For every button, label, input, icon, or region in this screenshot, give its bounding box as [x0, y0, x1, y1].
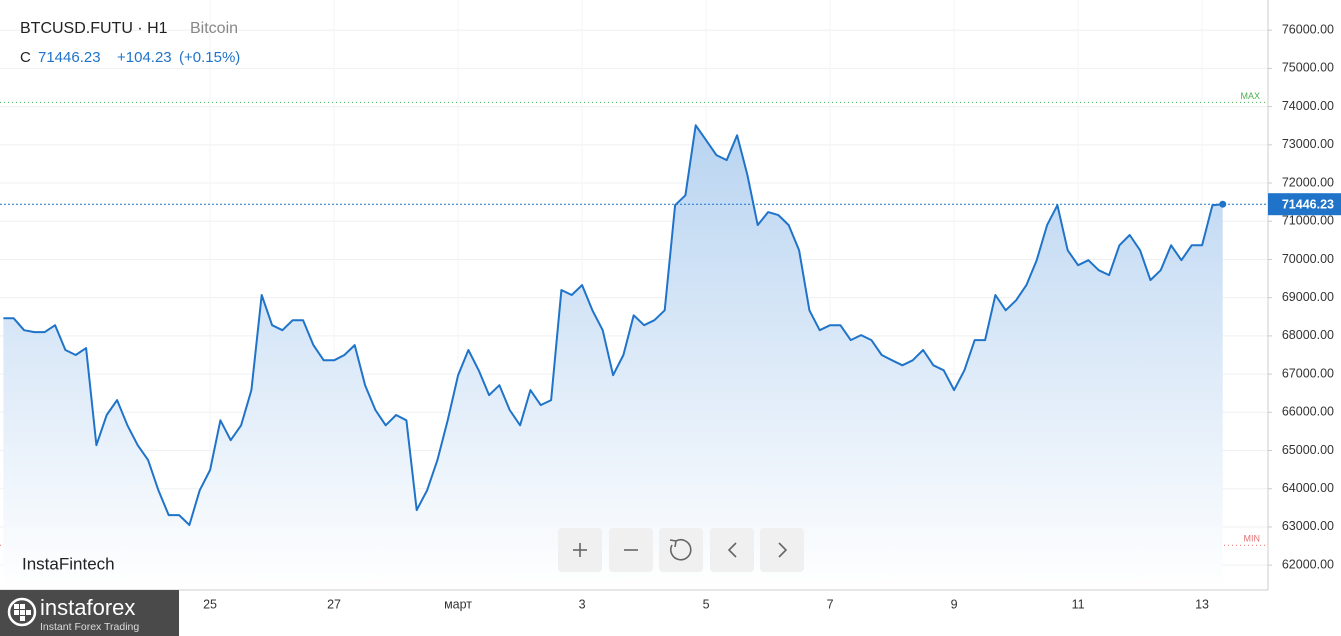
brand-name: instaforex — [40, 595, 135, 620]
y-tick-label: 76000.00 — [1282, 22, 1334, 36]
x-tick-label: 7 — [827, 597, 834, 611]
zoom-out-button[interactable] — [609, 528, 653, 572]
last-price-tag-label: 71446.23 — [1282, 197, 1334, 211]
last-point — [1219, 200, 1227, 208]
x-tick-label: 11 — [1072, 597, 1085, 611]
y-tick-label: 65000.00 — [1282, 443, 1334, 457]
x-tick-label: 3 — [579, 597, 586, 611]
y-tick-label: 72000.00 — [1282, 175, 1334, 189]
x-tick-label: 5 — [703, 597, 710, 611]
plot: MAX MIN — [0, 91, 1268, 591]
watermark: InstaFintech — [22, 554, 115, 573]
close-value: 71446.23 — [38, 49, 101, 66]
y-tick-label: 74000.00 — [1282, 99, 1334, 113]
chart-title: BTCUSD.FUTU · H1 — [20, 20, 168, 37]
x-tick-label: 13 — [1195, 597, 1209, 611]
close-change: +104.23 — [117, 49, 172, 66]
x-tick-label: 25 — [203, 597, 217, 611]
y-tick-label: 63000.00 — [1282, 519, 1334, 533]
price-line — [3, 124, 1223, 526]
close-change-pct: (+0.15%) — [179, 49, 240, 66]
last-price-tag — [1268, 193, 1341, 216]
y-tick-label: 70000.00 — [1282, 252, 1334, 266]
brand-icon — [7, 597, 37, 627]
close-label: C — [20, 49, 31, 66]
x-tick-label: 9 — [951, 597, 958, 611]
y-tick-label: 69000.00 — [1282, 290, 1334, 304]
reset-button[interactable] — [659, 528, 703, 572]
y-tick-label: 68000.00 — [1282, 328, 1334, 342]
scroll-left-button[interactable] — [710, 528, 754, 572]
y-tick-label: 64000.00 — [1282, 481, 1334, 495]
area — [3, 125, 1223, 591]
y-tick-label: 71000.00 — [1282, 214, 1334, 228]
axes: 62000.00 63000.00 64000.00 65000.00 66000.00… — [203, 22, 1341, 611]
y-tick-label: 62000.00 — [1282, 557, 1334, 571]
reference-label: MIN — [1244, 534, 1261, 544]
zoom-in-button[interactable] — [558, 528, 602, 572]
brand-tagline: Instant Forex Trading — [40, 621, 139, 633]
y-tick-label: 66000.00 — [1282, 405, 1334, 419]
chart-subtitle: Bitcoin — [190, 20, 238, 37]
x-tick-label: март — [444, 597, 472, 611]
y-tick-label: 73000.00 — [1282, 137, 1334, 151]
y-tick-label: 75000.00 — [1282, 61, 1334, 75]
y-tick-label: 67000.00 — [1282, 366, 1334, 380]
reference-label: MAX — [1240, 91, 1260, 101]
x-tick-label: 27 — [327, 597, 341, 611]
scroll-right-button[interactable] — [760, 528, 804, 572]
